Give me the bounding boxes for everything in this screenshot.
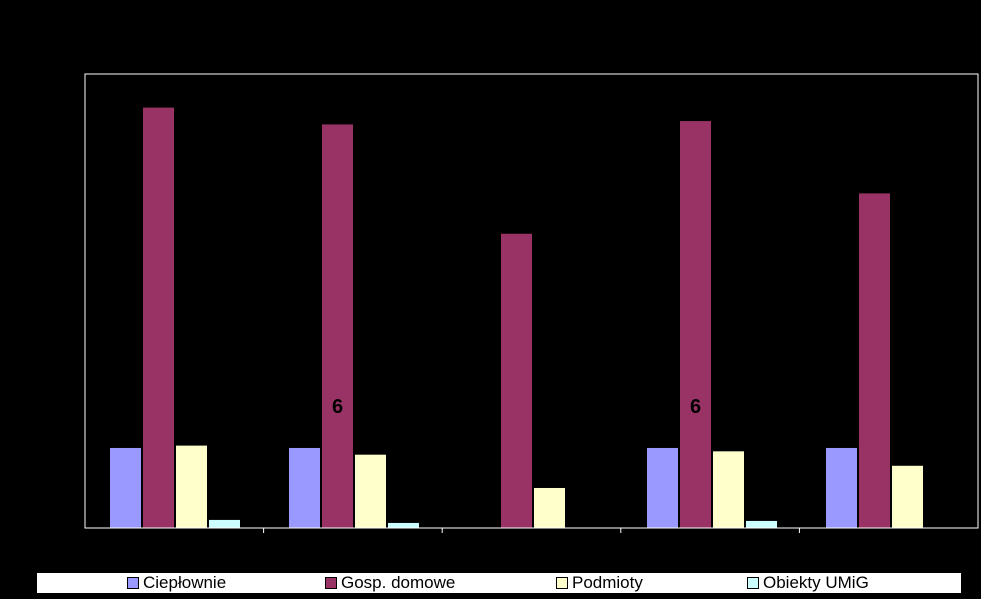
bar-ciep-ownie-4 [826,447,857,528]
data-label-6: 1 [657,423,668,445]
bar-gosp-domowe-1 [322,124,353,528]
bar-gosp-domowe-2 [501,233,532,529]
data-label-9: 1 [836,423,847,445]
bar-podmioty-0 [176,445,207,528]
bar-gosp-domowe-4 [859,193,890,528]
bar-gosp-domowe-0 [143,107,174,528]
bar-obiekty-umig-3 [746,520,777,528]
bar-gosp-domowe-3 [680,121,711,528]
bars-layer [110,107,923,529]
data-label-10: 4 [902,441,914,463]
bar-ciep-ownie-0 [110,447,141,528]
bar-ciep-ownie-3 [647,447,678,528]
legend-item-cieplownie: Ciepłownie [127,574,226,592]
legend-label: Obiekty UMiG [763,573,869,592]
data-label-3: 6 [332,396,343,418]
data-label-1: 7 [186,421,197,443]
bar-ciep-ownie-1 [289,447,320,528]
bar-podmioty-1 [355,454,386,528]
legend: Ciepłownie Gosp. domowe Podmioty Obiekty… [36,572,962,594]
legend-swatch-cieplownie [127,577,139,589]
bar-obiekty-umig-1 [388,522,419,528]
x-axis-ticks [263,528,800,533]
data-label-0: 1 [120,423,131,445]
legend-swatch-gosp-domowe [325,577,337,589]
data-label-4: 4 [398,491,410,513]
legend-label: Gosp. domowe [341,573,456,592]
bar-podmioty-3 [713,451,744,528]
bar-podmioty-2 [534,487,565,528]
legend-item-obiekty-umig: Obiekty UMiG [747,574,869,592]
legend-item-gosp-domowe: Gosp. domowe [325,574,455,592]
data-label-5: 3 [544,463,555,485]
data-label-2: 1 [299,423,310,445]
legend-swatch-obiekty-umig [747,577,759,589]
legend-swatch-podmioty [556,577,568,589]
bar-obiekty-umig-0 [209,519,240,528]
data-label-8: 6 [756,491,767,513]
bar-podmioty-4 [892,465,923,528]
legend-item-podmioty: Podmioty [556,574,643,592]
legend-label: Podmioty [572,573,643,592]
data-label-7: 6 [690,396,701,418]
legend-label: Ciepłownie [143,573,227,592]
